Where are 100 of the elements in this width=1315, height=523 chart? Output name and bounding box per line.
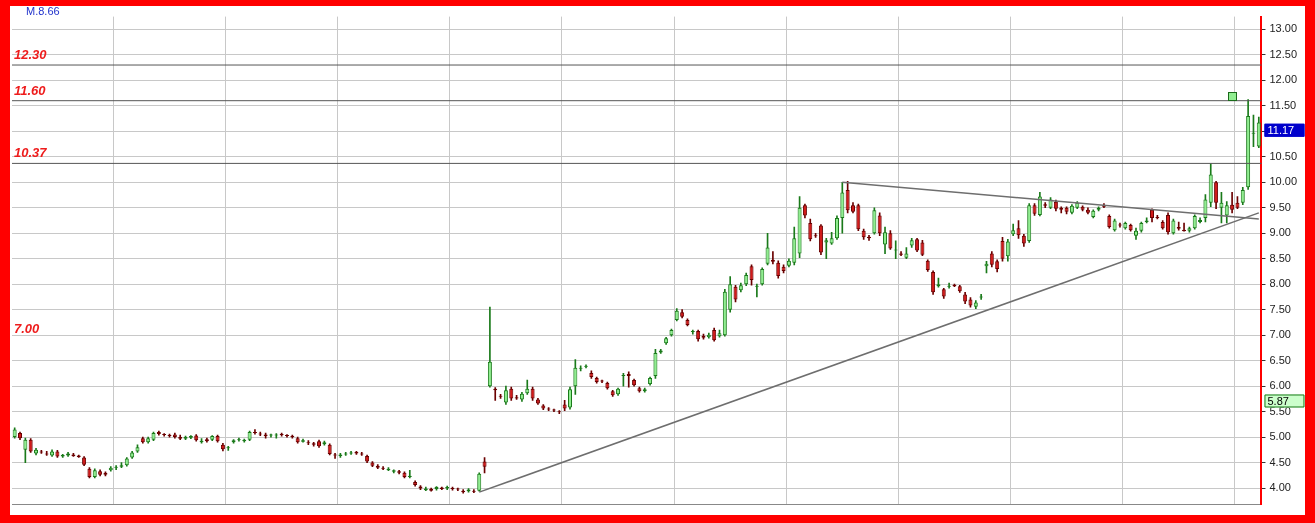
candlestick <box>562 400 567 411</box>
annotation: M.8.66 <box>26 4 60 17</box>
candlestick <box>370 461 375 468</box>
candlestick <box>92 468 97 479</box>
candlestick <box>605 381 610 390</box>
candlestick <box>749 264 754 286</box>
candlestick <box>1139 221 1144 233</box>
candlestick <box>808 218 813 242</box>
candlestick <box>840 181 845 234</box>
y-tick-label: 9.50 <box>1269 200 1291 213</box>
candlestick <box>733 284 738 303</box>
text: 5.87 <box>1267 394 1289 407</box>
candlestick <box>904 247 909 260</box>
y-tick-label: 4.00 <box>1269 481 1291 494</box>
candlestick <box>1160 220 1165 230</box>
annotation: 7.00 <box>14 321 41 336</box>
candlestick <box>55 450 60 458</box>
candlestick <box>829 231 834 245</box>
candlestick <box>589 370 594 379</box>
y-tick-label: 5.00 <box>1269 430 1291 443</box>
candlestick <box>877 212 882 237</box>
candlestick <box>850 202 855 214</box>
candlestick <box>87 467 92 479</box>
candlestick <box>792 226 797 266</box>
candlestick <box>482 457 487 474</box>
candlestick <box>1219 192 1224 224</box>
candlestick <box>135 444 140 453</box>
candlestick <box>1032 203 1037 216</box>
text: 11.17 <box>1267 123 1295 136</box>
candlestick <box>957 284 962 293</box>
candlestick <box>941 287 946 299</box>
candlestick <box>594 376 599 384</box>
candlestick <box>674 308 679 322</box>
candlestick <box>295 436 300 444</box>
candlestick <box>669 328 674 337</box>
y-tick-label: 6.50 <box>1269 353 1291 366</box>
y-tick-label: 7.50 <box>1269 302 1291 315</box>
candlestick <box>1235 196 1240 210</box>
y-tick-label: 11.50 <box>1269 98 1297 111</box>
y-tick-label: 7.00 <box>1269 328 1291 341</box>
candlestick <box>685 318 690 327</box>
candlestick <box>541 404 546 410</box>
candlestick <box>509 386 514 401</box>
y-tick-label: 5.50 <box>1269 404 1291 417</box>
candlestick <box>1027 203 1032 243</box>
candlestick <box>1133 227 1138 240</box>
candlestick <box>744 272 749 287</box>
candlestick <box>765 232 770 266</box>
candlestick <box>776 260 781 279</box>
candlestick <box>247 430 252 442</box>
ref-line-label: 11.60 <box>14 82 47 98</box>
y-tick-label: 10.00 <box>1269 175 1297 188</box>
candlestick <box>1171 218 1176 235</box>
candlestick <box>1128 223 1133 232</box>
candlestick <box>653 349 658 379</box>
ref-line-label: 12.30 <box>14 47 48 63</box>
y-tick-label: 8.00 <box>1269 277 1291 290</box>
y-tick-label: 10.50 <box>1269 149 1297 162</box>
candlestick <box>1091 209 1096 219</box>
candlestick <box>215 434 220 443</box>
ref-line-label: 10.37 <box>14 145 48 161</box>
candlestick <box>1064 206 1069 215</box>
candlestick <box>12 427 17 439</box>
candlestick <box>1230 192 1235 214</box>
candlestick <box>23 437 28 463</box>
candlestick <box>909 238 914 248</box>
candlestick <box>797 196 802 259</box>
candlestick <box>1208 163 1213 208</box>
candlestick <box>925 259 930 272</box>
candlestick <box>1240 187 1245 206</box>
candlestick <box>1123 221 1128 230</box>
candlestick <box>717 329 722 338</box>
y-tick-label: 12.50 <box>1269 47 1297 60</box>
candlestick <box>1192 214 1197 230</box>
candlestick <box>1080 205 1085 212</box>
candlestick <box>530 386 535 401</box>
candlestick <box>567 386 572 410</box>
candlestick <box>888 230 893 250</box>
candlestick <box>658 349 663 354</box>
y-tick-label: 6.00 <box>1269 379 1291 392</box>
candlestick <box>920 240 925 256</box>
candlestick <box>402 471 407 479</box>
candlestick <box>637 386 642 393</box>
candlestick <box>760 267 765 286</box>
candlestick <box>327 443 332 456</box>
candlestick <box>1016 220 1021 239</box>
candlestick <box>28 438 33 453</box>
candlestick <box>573 359 578 395</box>
candlestick <box>872 207 877 235</box>
y-tick-label: 13.00 <box>1269 22 1297 35</box>
candlestick <box>610 389 615 397</box>
candlestick <box>151 431 156 442</box>
y-tick-label: 9.00 <box>1269 226 1291 239</box>
candlestick <box>1256 116 1261 148</box>
candlestick <box>781 264 786 274</box>
candlestick <box>477 472 482 492</box>
candlestick <box>1224 201 1229 224</box>
y-tick-label: 4.50 <box>1269 455 1291 468</box>
candlestick <box>973 300 978 309</box>
candlestick <box>1107 214 1112 229</box>
